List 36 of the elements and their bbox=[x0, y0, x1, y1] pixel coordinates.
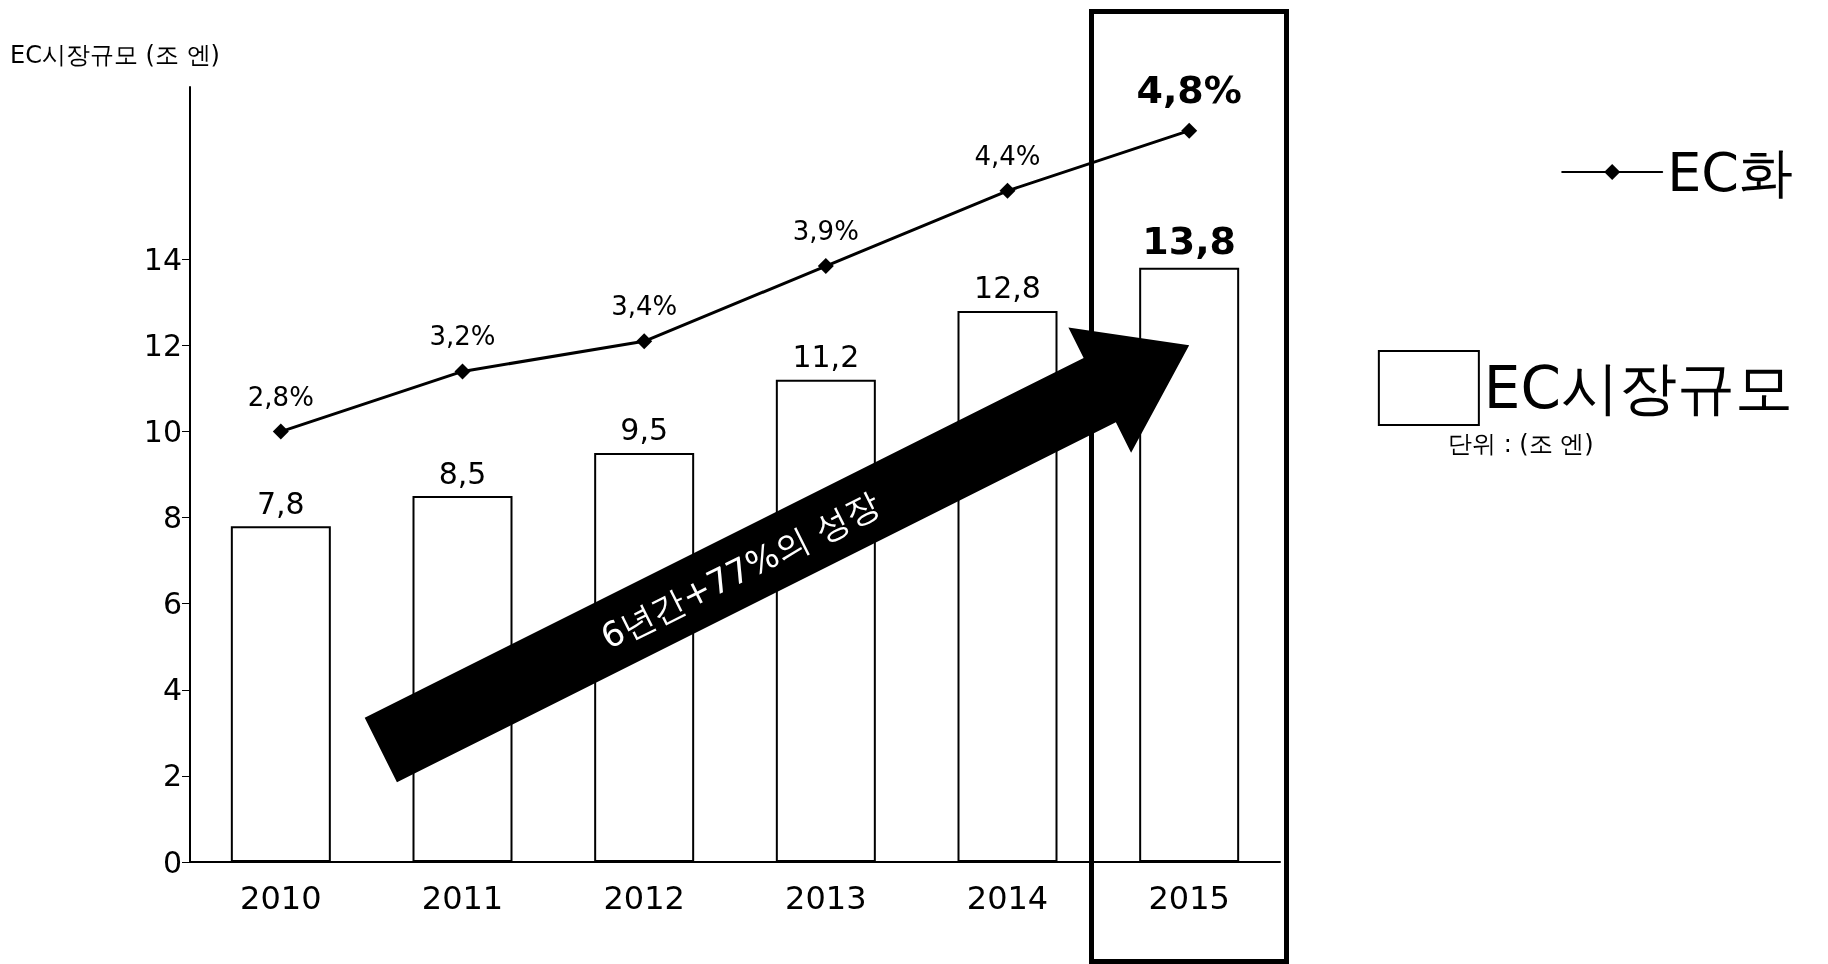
y-tick-label: 4 bbox=[162, 672, 182, 708]
y-tick-label: 14 bbox=[143, 241, 182, 277]
data-label: 9,5 bbox=[620, 412, 669, 448]
data-label: 3,9% bbox=[792, 216, 859, 247]
text: 단위 : (조 엔) bbox=[1448, 429, 1594, 460]
data-label: 13,8 bbox=[1142, 218, 1237, 263]
data-label: 3,4% bbox=[611, 291, 678, 322]
data-label: 2,8% bbox=[247, 381, 314, 412]
y-tick-label: 8 bbox=[162, 500, 182, 536]
point bbox=[454, 363, 471, 380]
point bbox=[999, 182, 1016, 199]
data-label: 11,2 bbox=[792, 339, 860, 375]
data-label: 4,8% bbox=[1136, 67, 1242, 112]
data-label: 4,4% bbox=[974, 140, 1041, 171]
legend-label: EC시장규모 bbox=[1483, 354, 1794, 422]
point bbox=[817, 258, 834, 275]
y-tick-label: 0 bbox=[162, 844, 182, 880]
x-tick-label: 2012 bbox=[603, 879, 685, 917]
data-label: 8,5 bbox=[438, 455, 487, 491]
x-tick-label: 2011 bbox=[421, 879, 504, 917]
x-tick-label: 2010 bbox=[240, 879, 322, 917]
x-tick-label: 2015 bbox=[1148, 879, 1230, 917]
point bbox=[272, 423, 289, 440]
y-tick-label: 12 bbox=[143, 327, 182, 363]
legend-label: EC화 bbox=[1667, 140, 1793, 204]
x-tick-label: 2013 bbox=[785, 879, 867, 917]
y-tick-label: 6 bbox=[162, 586, 182, 622]
data-label: 7,8 bbox=[256, 485, 305, 521]
y-tick-label: 2 bbox=[162, 758, 182, 794]
y-tick-label: 10 bbox=[143, 413, 182, 449]
data-label: 12,8 bbox=[974, 270, 1041, 306]
point bbox=[1181, 122, 1198, 139]
data-label: 3,2% bbox=[429, 321, 496, 352]
point bbox=[636, 333, 653, 350]
x-tick-label: 2014 bbox=[966, 879, 1049, 917]
y-axis-title: EC시장규모 (조 엔) bbox=[10, 41, 220, 69]
